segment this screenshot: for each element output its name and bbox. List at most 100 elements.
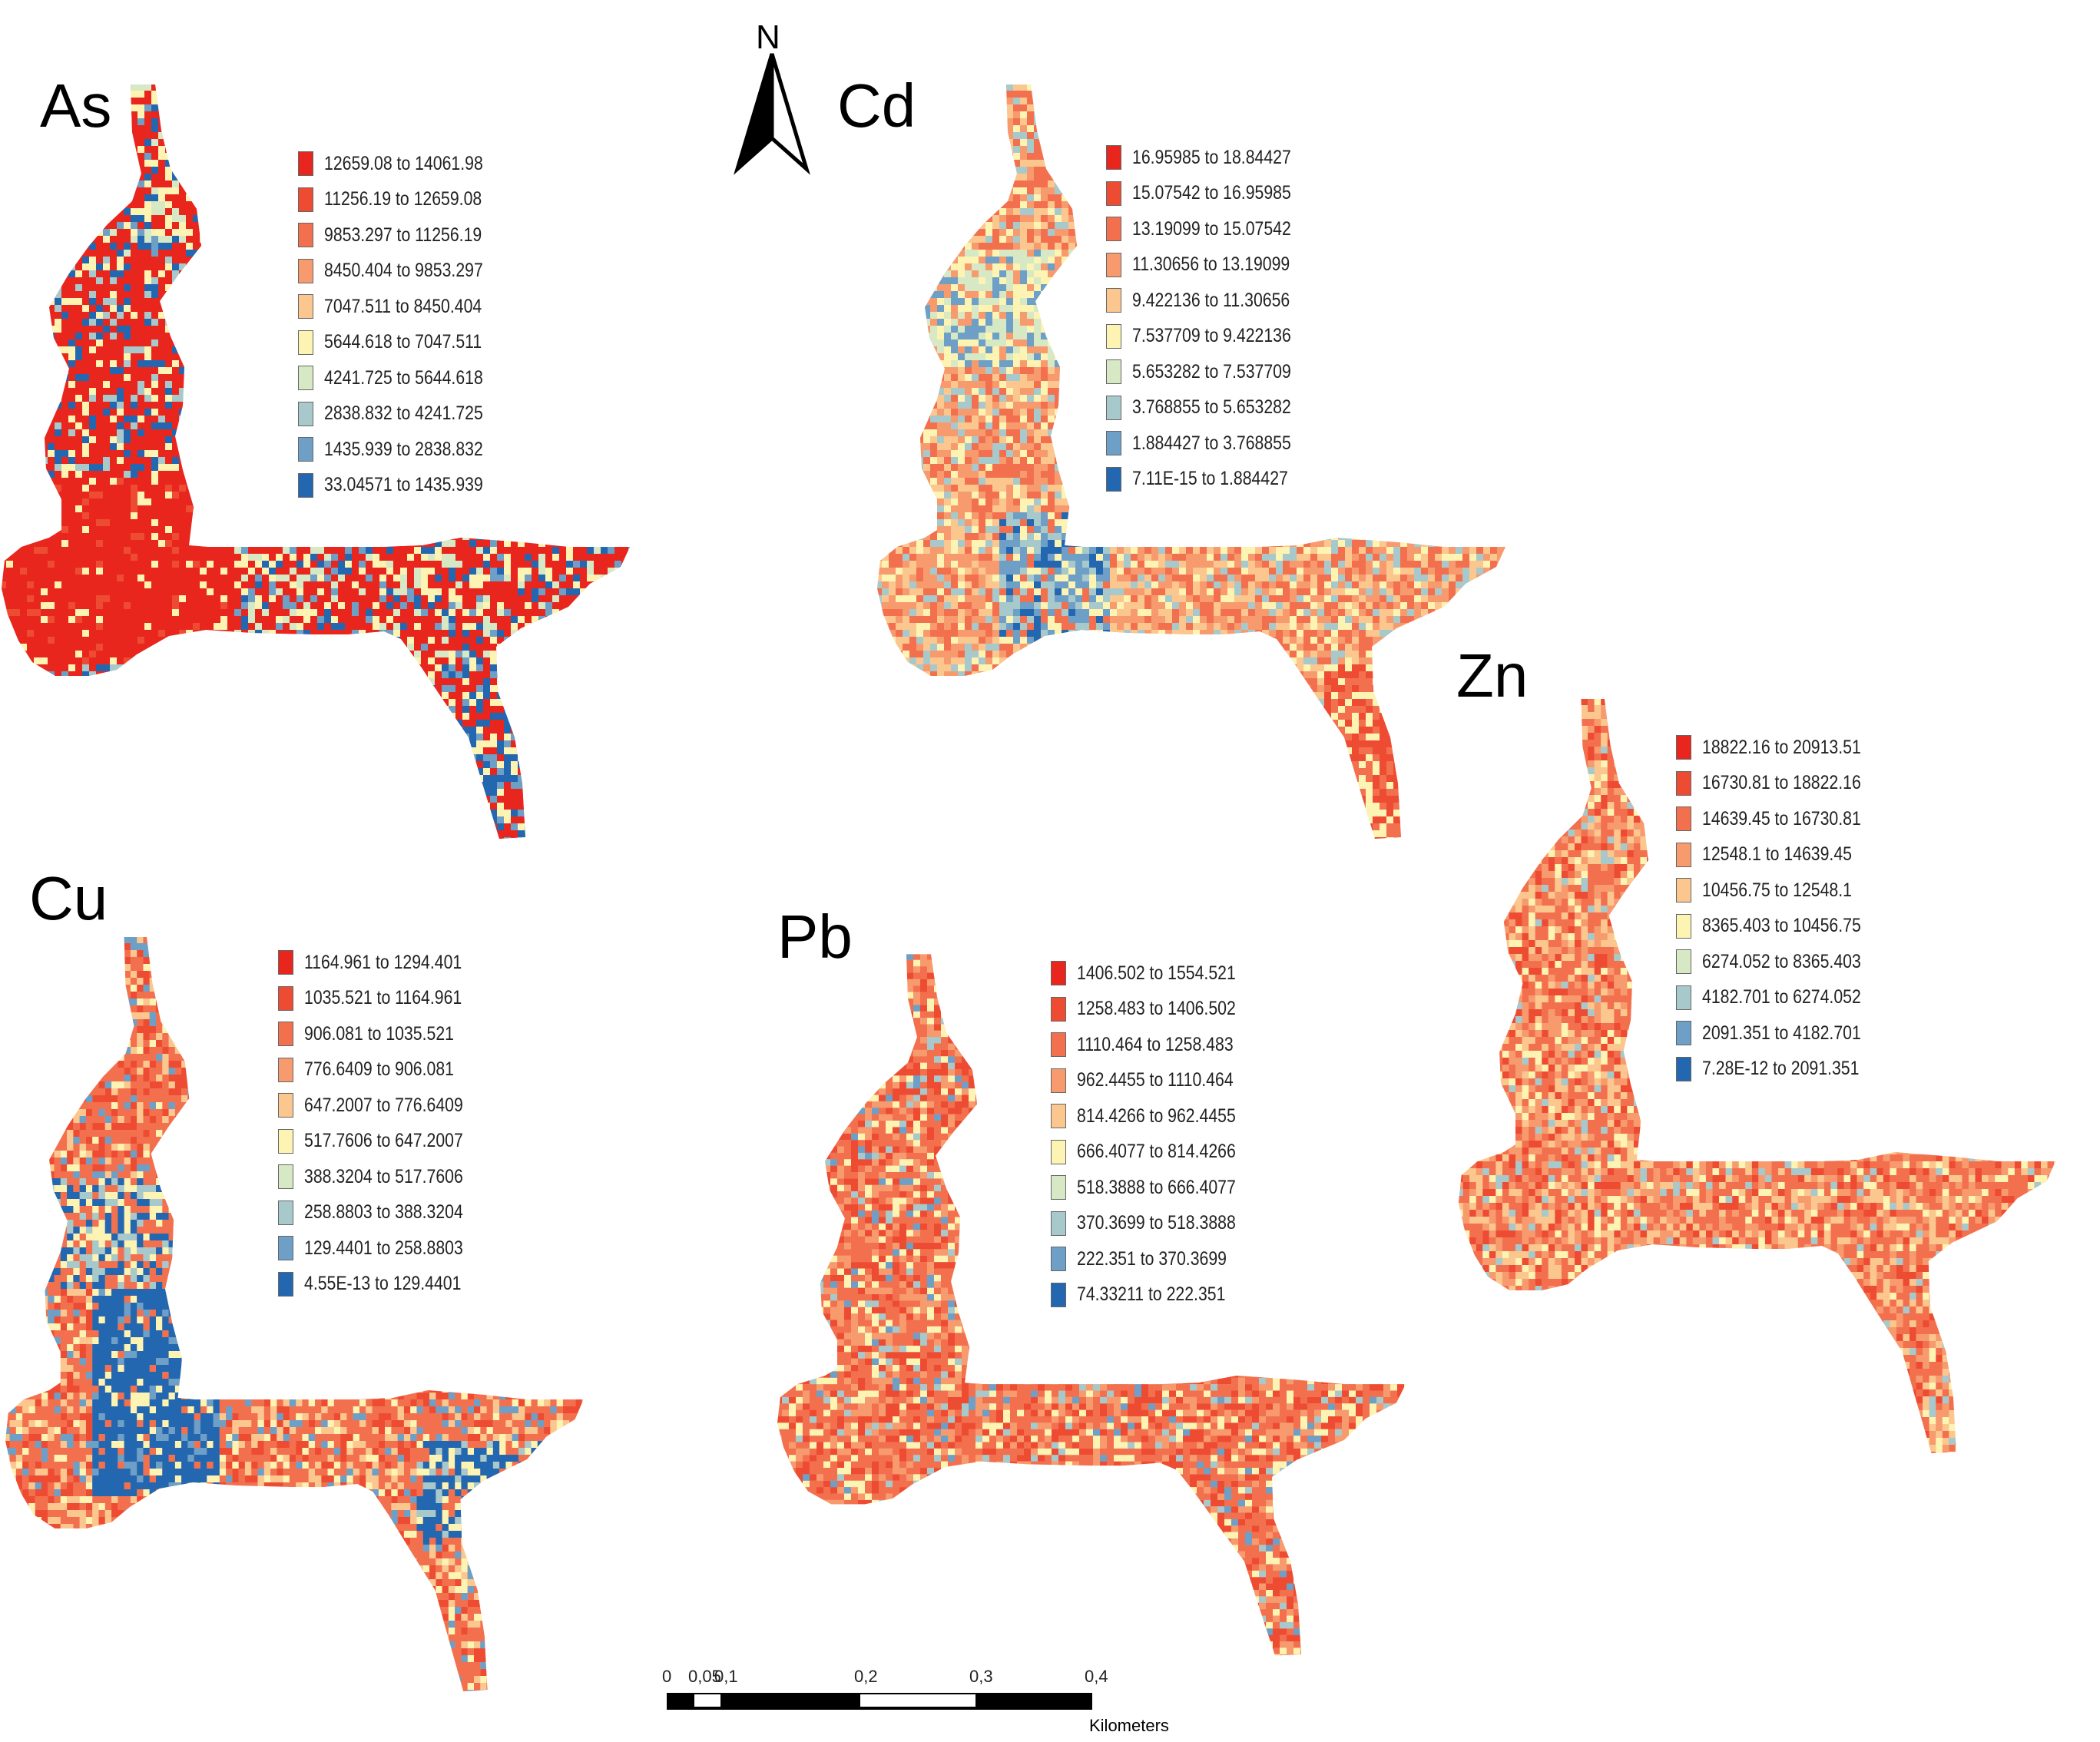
legend-item: 962.4455 to 1110.464: [1051, 1063, 1264, 1099]
legend-item: 4.55E-13 to 129.4401: [278, 1267, 491, 1303]
legend-item: 8365.403 to 10456.75: [1676, 909, 1889, 945]
legend-label: 12659.08 to 14061.98: [324, 152, 483, 174]
legend-item: 1435.939 to 2838.832: [298, 432, 511, 468]
legend-swatch: [298, 294, 313, 320]
scale-unit-label: Kilometers: [1089, 1716, 1169, 1735]
legend-swatch: [278, 1057, 293, 1082]
legend-label: 647.2007 to 776.6409: [304, 1094, 463, 1116]
legend-item: 13.19099 to 15.07542: [1106, 211, 1319, 247]
legend-item: 2838.832 to 4241.725: [298, 396, 511, 432]
raster-map-as: [2, 84, 630, 839]
legend-item: 5644.618 to 7047.511: [298, 325, 511, 361]
legend-swatch: [298, 437, 313, 462]
legend-item: 33.04571 to 1435.939: [298, 468, 511, 504]
legend-swatch: [1051, 1139, 1066, 1164]
legend-item: 1406.502 to 1554.521: [1051, 955, 1264, 992]
legend-swatch: [1051, 1032, 1066, 1058]
legend-swatch: [1106, 252, 1121, 277]
legend-swatch: [1106, 288, 1121, 313]
scale-tick-label: 0,4: [1085, 1667, 1108, 1686]
map-panel-cd: Cd 16.95985 to 18.84427 15.07542 to 16.95…: [837, 0, 1505, 860]
legend-label: 18822.16 to 20913.51: [1702, 736, 1861, 758]
panel-title-cd: Cd: [837, 71, 916, 140]
legend-item: 15.07542 to 16.95985: [1106, 176, 1319, 212]
legend-swatch: [298, 223, 313, 248]
north-label: N: [756, 18, 780, 56]
legend-swatch: [1106, 431, 1121, 456]
legend-label: 8365.403 to 10456.75: [1702, 915, 1861, 937]
legend-item: 4241.725 to 5644.618: [298, 360, 511, 396]
legend-swatch: [298, 401, 313, 426]
legend-item: 7.11E-15 to 1.884427: [1106, 462, 1319, 498]
legend-swatch: [298, 151, 313, 177]
legend-swatch: [1106, 217, 1121, 242]
legend-item: 12548.1 to 14639.45: [1676, 837, 1889, 873]
legend-swatch: [1676, 735, 1691, 760]
legend-swatch: [1051, 1104, 1066, 1129]
legend-item: 5.653282 to 7.537709: [1106, 354, 1319, 390]
legend-item: 74.33211 to 222.351: [1051, 1277, 1264, 1313]
legend-item: 517.7606 to 647.2007: [278, 1124, 491, 1160]
legend-swatch: [1676, 985, 1691, 1010]
legend-label: 222.351 to 370.3699: [1077, 1247, 1227, 1270]
scale-tick-label: 0,2: [854, 1667, 878, 1686]
legend-label: 1164.961 to 1294.401: [304, 951, 462, 973]
legend-item: 3.768855 to 5.653282: [1106, 390, 1319, 426]
map-panel-zn: Zn 18822.16 to 20913.51 16730.81 to 18822…: [1444, 630, 2074, 1475]
legend-swatch: [1051, 1175, 1066, 1201]
north-arrow-icon: [734, 53, 810, 175]
legend-label: 1.884427 to 3.768855: [1132, 432, 1291, 454]
legend-swatch: [298, 258, 313, 283]
legend-label: 388.3204 to 517.7606: [304, 1165, 463, 1187]
legend-label: 814.4266 to 962.4455: [1077, 1104, 1236, 1127]
legend-swatch: [278, 985, 293, 1011]
legend-item: 9.422136 to 11.30656: [1106, 283, 1319, 319]
legend-label: 7.537709 to 9.422136: [1132, 325, 1291, 347]
legend-label: 9.422136 to 11.30656: [1132, 289, 1290, 311]
legend-label: 13.19099 to 15.07542: [1132, 217, 1291, 240]
legend-swatch: [278, 1164, 293, 1190]
legend-item: 10456.75 to 12548.1: [1676, 873, 1889, 909]
legend-item: 222.351 to 370.3699: [1051, 1241, 1264, 1277]
legend-label: 10456.75 to 12548.1: [1702, 879, 1852, 901]
legend-zn: 18822.16 to 20913.51 16730.81 to 18822.16…: [1676, 730, 1889, 1087]
legend-label: 7.11E-15 to 1.884427: [1132, 468, 1288, 490]
legend-swatch: [1676, 878, 1691, 903]
legend-item: 8450.404 to 9853.297: [298, 253, 511, 290]
legend-swatch: [1106, 359, 1121, 385]
legend-swatch: [1051, 1282, 1066, 1307]
legend-label: 4241.725 to 5644.618: [324, 366, 483, 389]
legend-item: 1164.961 to 1294.401: [278, 945, 491, 981]
legend-item: 12659.08 to 14061.98: [298, 146, 511, 182]
map-panel-cu: Cu 1164.961 to 1294.401 1035.521 to 1164.…: [0, 853, 638, 1705]
legend-item: 16730.81 to 18822.16: [1676, 766, 1889, 802]
legend-swatch: [298, 187, 313, 212]
legend-label: 12548.1 to 14639.45: [1702, 843, 1852, 866]
legend-item: 16.95985 to 18.84427: [1106, 140, 1319, 176]
legend-item: 1.884427 to 3.768855: [1106, 426, 1319, 462]
legend-as: 12659.08 to 14061.98 11256.19 to 12659.08…: [298, 146, 511, 503]
legend-item: 18822.16 to 20913.51: [1676, 730, 1889, 766]
legend-item: 7.537709 to 9.422136: [1106, 319, 1319, 355]
legend-label: 15.07542 to 16.95985: [1132, 182, 1291, 204]
legend-swatch: [1051, 1247, 1066, 1272]
panel-title-cu: Cu: [29, 864, 108, 932]
legend-label: 3.768855 to 5.653282: [1132, 396, 1291, 419]
legend-item: 1035.521 to 1164.961: [278, 981, 491, 1017]
legend-label: 16730.81 to 18822.16: [1702, 772, 1861, 794]
legend-swatch: [1106, 145, 1121, 171]
legend-label: 370.3699 to 518.3888: [1077, 1212, 1236, 1234]
legend-label: 7047.511 to 8450.404: [324, 295, 482, 317]
legend-label: 1110.464 to 1258.483: [1077, 1033, 1234, 1055]
legend-swatch: [278, 1200, 293, 1225]
legend-pb: 1406.502 to 1554.521 1258.483 to 1406.502…: [1051, 955, 1264, 1313]
map-panel-as: As 12659.08 to 14061.98 11256.19 to 12659…: [0, 0, 707, 860]
legend-item: 647.2007 to 776.6409: [278, 1088, 491, 1124]
legend-item: 814.4266 to 962.4455: [1051, 1098, 1264, 1134]
legend-label: 517.7606 to 647.2007: [304, 1130, 463, 1152]
legend-label: 1258.483 to 1406.502: [1077, 998, 1236, 1020]
legend-swatch: [1106, 323, 1121, 349]
legend-label: 1035.521 to 1164.961: [304, 987, 462, 1009]
legend-swatch: [278, 1271, 293, 1297]
